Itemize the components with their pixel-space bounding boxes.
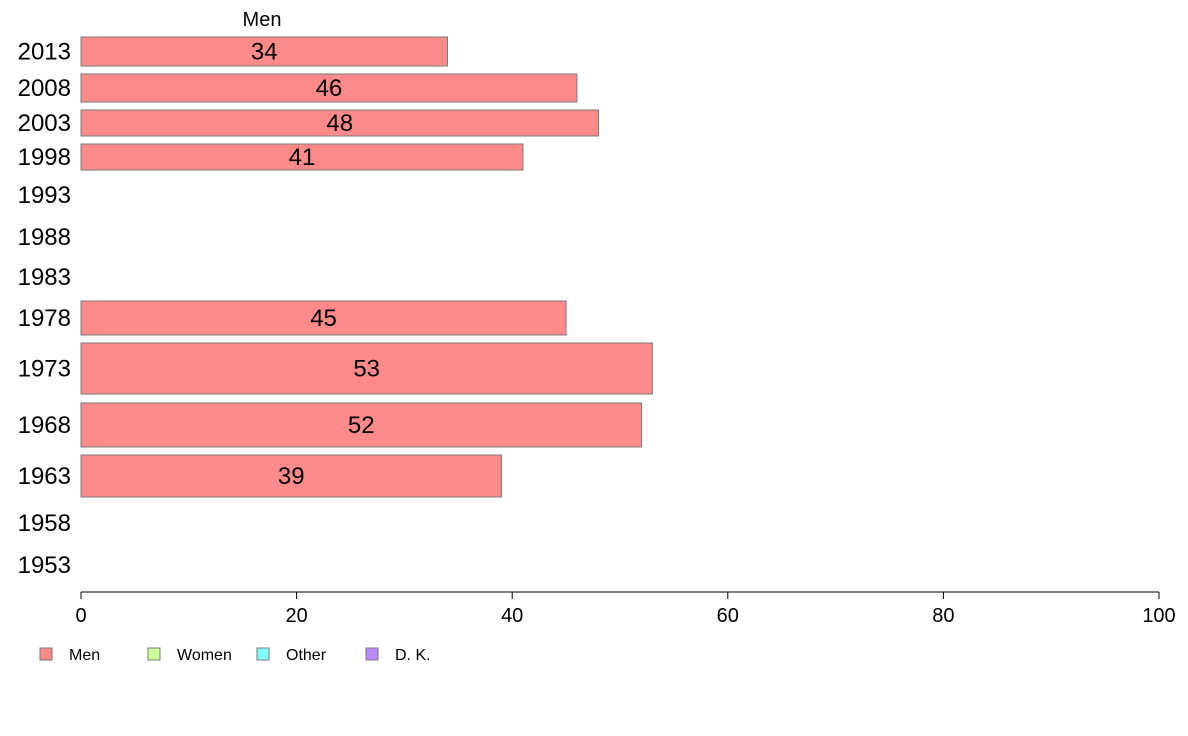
legend-label: Women <box>177 647 232 664</box>
category-label: 1978 <box>18 305 71 332</box>
category-label: 1988 <box>18 224 71 251</box>
data-label: 53 <box>353 356 380 383</box>
x-axis: 0 20 40 60 80 100 <box>75 591 1176 627</box>
bar <box>80 143 524 171</box>
bar <box>80 300 567 336</box>
data-label: 41 <box>289 144 316 171</box>
series-header: Men <box>243 9 282 31</box>
bar <box>80 36 449 67</box>
bar <box>80 342 653 395</box>
x-tick-label: 0 <box>75 605 86 627</box>
category-label: 2003 <box>18 110 71 137</box>
x-tick-label: 80 <box>932 605 954 627</box>
legend-swatch <box>39 647 53 661</box>
category-label: 1993 <box>18 182 71 209</box>
x-tick-label: 100 <box>1142 605 1175 627</box>
x-tick-label: 40 <box>501 605 523 627</box>
data-label: 39 <box>278 463 305 490</box>
legend-label: D. K. <box>395 647 431 664</box>
category-label: 2013 <box>18 39 71 66</box>
category-label: 1973 <box>18 356 71 383</box>
category-label: 1953 <box>18 552 71 579</box>
category-label: 1963 <box>18 463 71 490</box>
category-label: 1968 <box>18 412 71 439</box>
category-label: 2008 <box>18 75 71 102</box>
legend-swatch <box>256 647 270 661</box>
bar <box>80 402 643 448</box>
bar <box>80 109 599 137</box>
data-label: 48 <box>326 110 353 137</box>
legend-label: Men <box>69 647 100 664</box>
bar <box>80 73 578 103</box>
data-label: 34 <box>251 39 278 66</box>
legend-swatch <box>147 647 161 661</box>
data-label: 45 <box>310 305 337 332</box>
data-label: 46 <box>316 75 343 102</box>
legend-swatch <box>365 647 379 661</box>
legend: Men Women Other D. K. <box>39 647 431 664</box>
bar <box>80 454 502 498</box>
category-labels: 2013 2008 2003 1998 1993 1988 1983 1978 1973 1968… <box>18 39 71 580</box>
x-tick-label: 60 <box>717 605 739 627</box>
bars-group: 34 46 48 41 45 53 52 39 <box>80 36 653 498</box>
legend-label: Other <box>286 647 327 664</box>
category-label: 1998 <box>18 144 71 171</box>
x-tick-label: 20 <box>285 605 307 627</box>
category-label: 1983 <box>18 264 71 291</box>
category-label: 1958 <box>18 510 71 537</box>
data-label: 52 <box>348 412 375 439</box>
